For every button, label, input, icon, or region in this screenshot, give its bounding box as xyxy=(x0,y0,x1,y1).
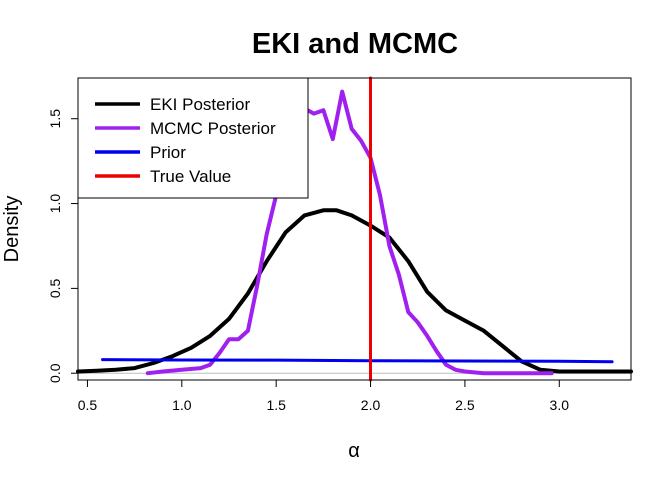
y-axis-label: Density xyxy=(1,196,23,263)
x-tick-label: 1.0 xyxy=(172,397,192,413)
x-tick-label: 3.0 xyxy=(550,397,570,413)
x-tick-label: 0.5 xyxy=(78,397,98,413)
x-tick-label: 2.5 xyxy=(455,397,475,413)
x-axis-label: α xyxy=(348,440,360,462)
y-tick-label: 0.5 xyxy=(47,278,63,298)
y-tick-label: 0.0 xyxy=(47,363,63,383)
x-tick-label: 2.0 xyxy=(361,397,381,413)
legend-label-mcmc-posterior: MCMC Posterior xyxy=(150,119,276,138)
chart-title: EKI and MCMC xyxy=(252,28,458,60)
legend-label-prior: Prior xyxy=(150,143,186,162)
y-axis: 0.0 0.5 1.0 1.5 xyxy=(47,109,79,383)
legend: EKI Posterior MCMC Posterior Prior True Val… xyxy=(77,77,309,199)
legend-box xyxy=(77,77,309,199)
y-tick-label: 1.5 xyxy=(47,109,63,129)
series-line-prior xyxy=(101,358,614,364)
series-line-mcmc-posterior xyxy=(145,89,554,376)
x-tick-label: 1.5 xyxy=(266,397,286,413)
legend-label-true-value: True Value xyxy=(150,167,231,186)
x-axis: 0.5 1.0 1.5 2.0 2.5 3.0 xyxy=(78,379,570,413)
legend-label-eki-posterior: EKI Posterior xyxy=(150,95,250,114)
series-line-eki-posterior xyxy=(76,208,633,374)
plot-area xyxy=(76,76,633,382)
y-tick-label: 1.0 xyxy=(47,194,63,214)
